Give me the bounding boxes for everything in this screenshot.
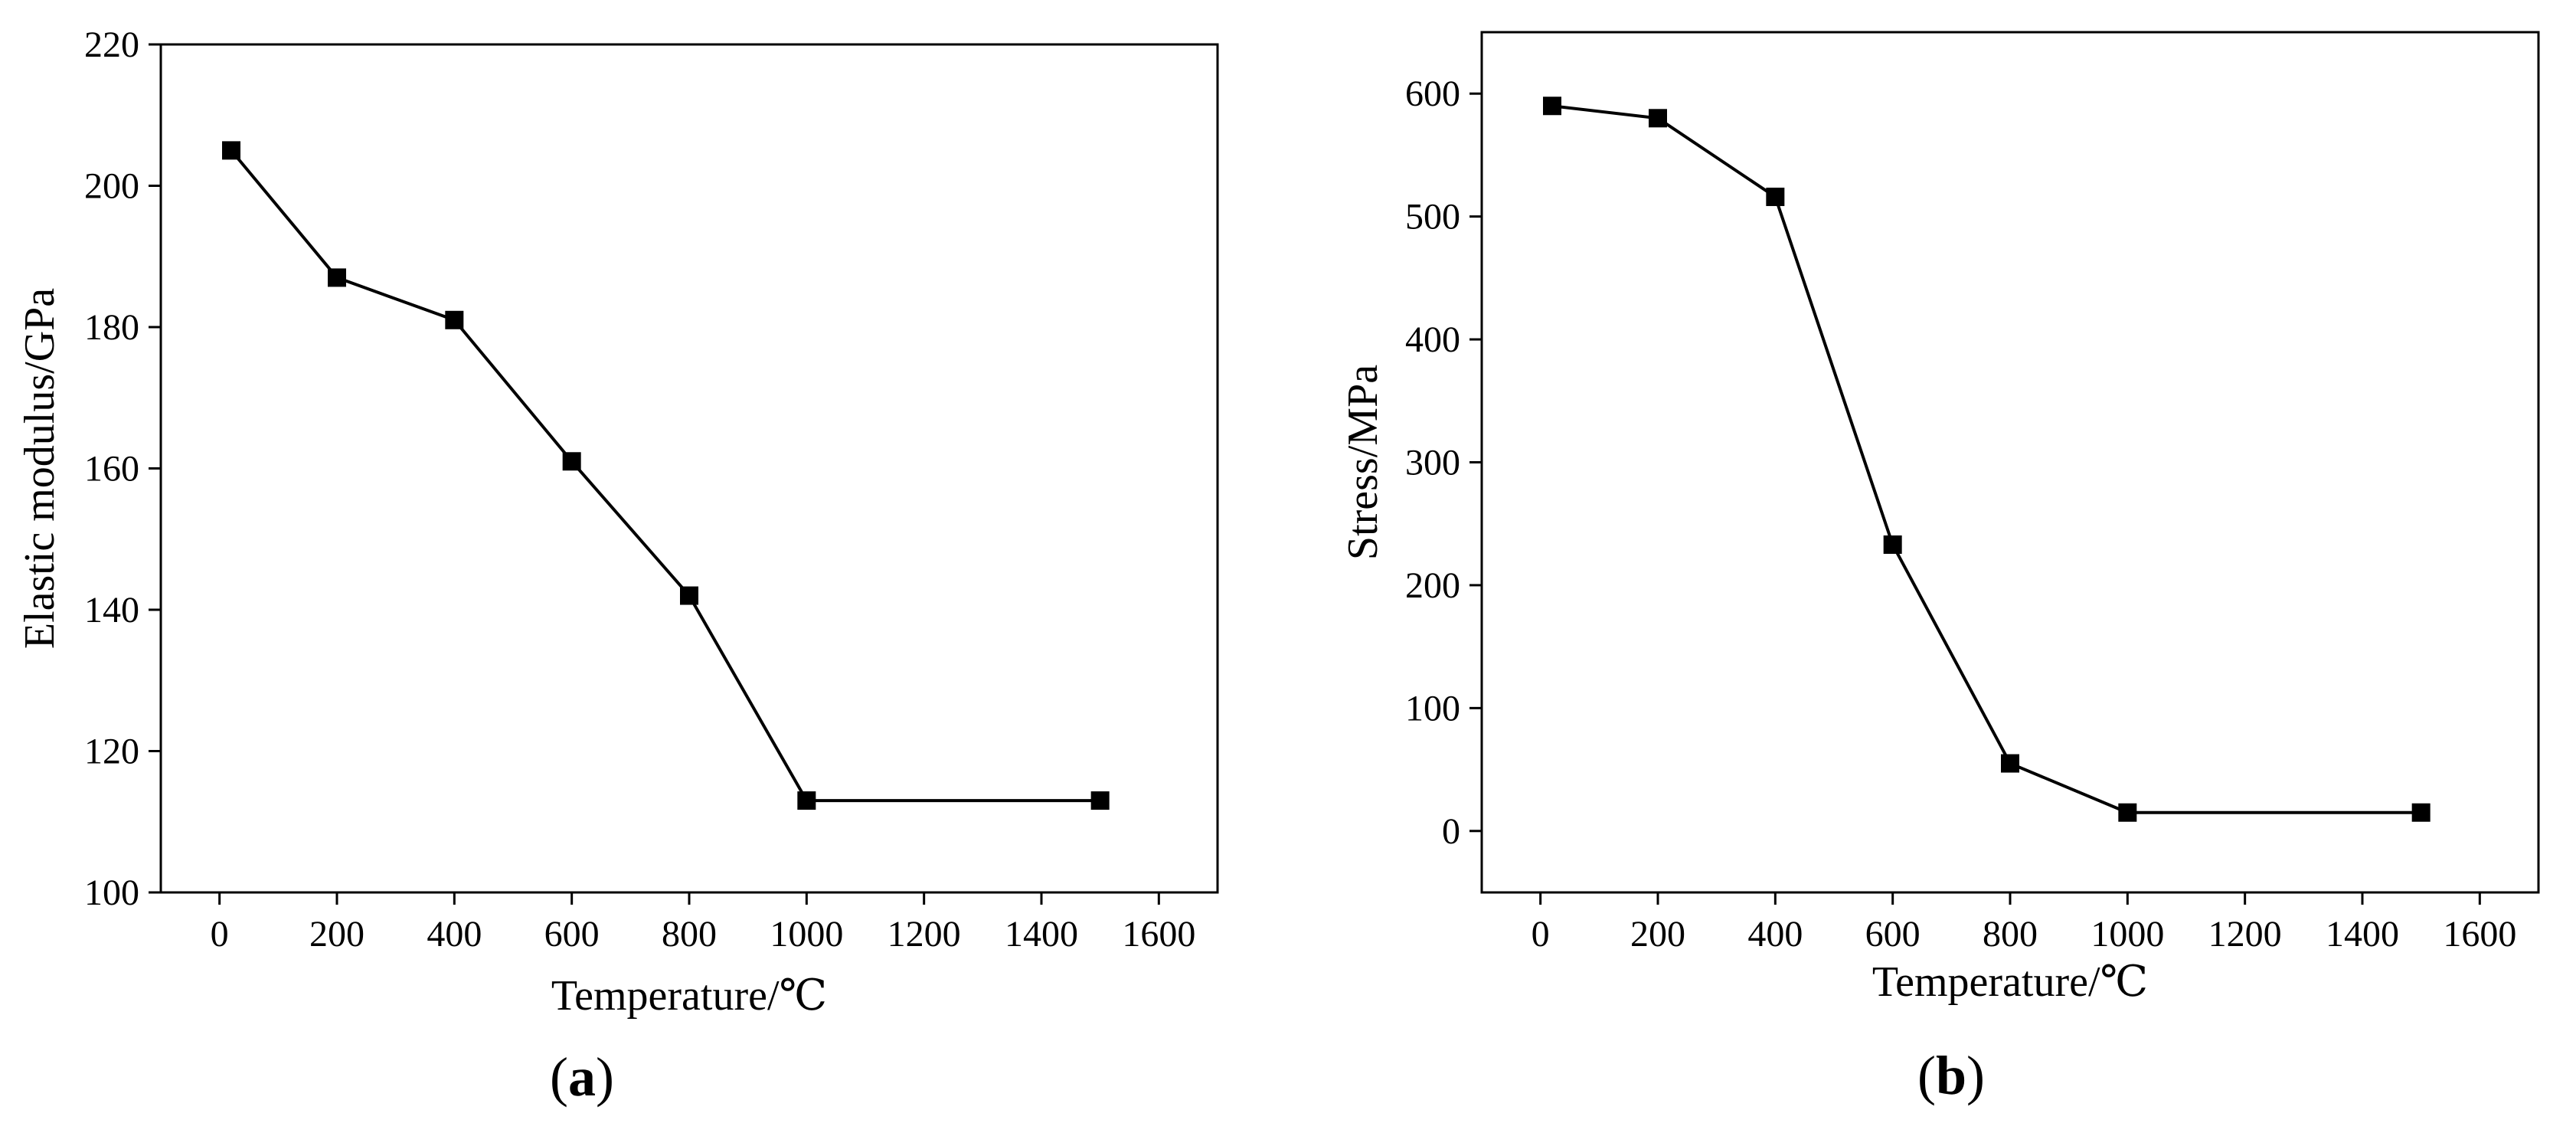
y-tick-label: 180 bbox=[84, 307, 139, 348]
y-tick-label: 100 bbox=[84, 873, 139, 913]
x-tick-label: 0 bbox=[211, 914, 229, 954]
data-point-marker bbox=[562, 452, 581, 471]
data-point-marker bbox=[445, 310, 464, 329]
x-axis-title: Temperature/℃ bbox=[551, 972, 827, 1020]
x-tick-label: 600 bbox=[544, 914, 600, 954]
data-point-marker bbox=[1543, 97, 1561, 116]
y-tick-label: 160 bbox=[84, 449, 139, 489]
data-point-marker bbox=[2001, 754, 2019, 773]
x-tick-label: 1400 bbox=[2326, 914, 2399, 954]
chart-panel-b: 0 200 400 600 800 1000 1200 1400 1600 0 100 200 300 4… bbox=[1339, 31, 2540, 1106]
x-tick-label: 800 bbox=[1983, 914, 2038, 954]
panel-label: (b) bbox=[1917, 1045, 1985, 1106]
x-tick-label: 1400 bbox=[1005, 914, 1078, 954]
y-tick-label: 140 bbox=[84, 590, 139, 630]
panel-label-open: ( bbox=[550, 1046, 568, 1108]
chart-panel-a: 0 200 400 600 800 1000 1200 1400 1600 100 120 140 16… bbox=[16, 25, 1219, 1108]
x-tick-label: 800 bbox=[662, 914, 717, 954]
panel-label: (a) bbox=[550, 1046, 614, 1108]
data-point-marker bbox=[2411, 803, 2431, 822]
x-axis-title: Temperature/℃ bbox=[1872, 958, 2148, 1006]
x-tick-label: 0 bbox=[1532, 914, 1550, 954]
series-line bbox=[230, 149, 1100, 803]
y-tick-label: 100 bbox=[1405, 688, 1460, 728]
x-tick-label: 200 bbox=[309, 914, 364, 954]
y-tick-label: 120 bbox=[84, 732, 139, 772]
y-axis-title: Elastic modulus/GPa bbox=[16, 288, 64, 649]
panel-label-letter: b bbox=[1936, 1045, 1966, 1106]
data-point-marker bbox=[1090, 791, 1110, 810]
data-point-marker bbox=[222, 141, 240, 160]
data-point-marker bbox=[1883, 535, 1902, 554]
x-tick-label: 1000 bbox=[2091, 914, 2164, 954]
x-tick-label: 1600 bbox=[2443, 914, 2516, 954]
x-tick-label: 1600 bbox=[1122, 914, 1195, 954]
y-tick-label: 400 bbox=[1405, 319, 1460, 360]
panel-label-open: ( bbox=[1917, 1045, 1936, 1106]
x-tick-label: 1200 bbox=[2208, 914, 2282, 954]
y-tick-label: 600 bbox=[1405, 74, 1460, 114]
plot-frame bbox=[159, 43, 1219, 894]
x-tick-label: 400 bbox=[427, 914, 482, 954]
panel-label-close: ) bbox=[596, 1046, 614, 1108]
x-tick-label: 600 bbox=[1865, 914, 1921, 954]
data-point-marker bbox=[2118, 803, 2137, 822]
data-point-marker bbox=[1649, 109, 1667, 128]
y-tick-label: 500 bbox=[1405, 197, 1460, 237]
y-tick-label: 0 bbox=[1442, 811, 1460, 852]
panel-label-letter: a bbox=[568, 1046, 596, 1108]
panel-label-close: ) bbox=[1966, 1045, 1985, 1106]
x-tick-label: 1200 bbox=[888, 914, 961, 954]
y-tick-label: 200 bbox=[84, 166, 139, 207]
y-axis-title: Stress/MPa bbox=[1339, 365, 1387, 560]
x-tick-label: 1000 bbox=[770, 914, 843, 954]
y-tick-label: 300 bbox=[1405, 443, 1460, 483]
series-line bbox=[1551, 104, 2421, 814]
x-tick-label: 200 bbox=[1630, 914, 1685, 954]
data-point-marker bbox=[797, 791, 816, 810]
data-point-marker bbox=[1766, 187, 1785, 206]
data-point-marker bbox=[680, 586, 698, 605]
x-tick-label: 400 bbox=[1747, 914, 1803, 954]
data-point-marker bbox=[328, 268, 346, 287]
y-tick-label: 220 bbox=[84, 25, 139, 65]
y-tick-label: 200 bbox=[1405, 565, 1460, 606]
